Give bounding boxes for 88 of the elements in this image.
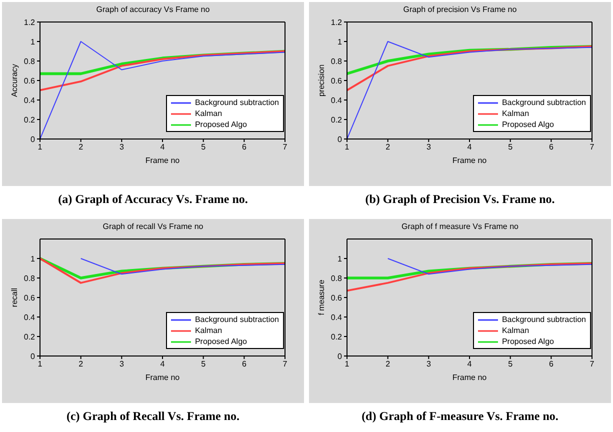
x-tick-label: 1 bbox=[344, 142, 350, 152]
y-tick-label: 0 bbox=[30, 134, 36, 144]
x-tick-label: 4 bbox=[160, 360, 166, 369]
y-tick-label: 0.4 bbox=[330, 312, 343, 322]
y-axis-title: precision bbox=[316, 64, 326, 97]
legend-label: Kalman bbox=[502, 326, 530, 336]
legend-label: Proposed Algo bbox=[194, 120, 247, 130]
x-axis-title: Frame no bbox=[452, 156, 488, 165]
x-tick-label: 6 bbox=[242, 142, 247, 152]
y-tick-label: 0.2 bbox=[24, 115, 36, 124]
legend-label: Background subtraction bbox=[194, 98, 279, 108]
y-tick-label: 0.2 bbox=[330, 332, 343, 342]
x-axis-title: Frame no bbox=[145, 156, 180, 165]
y-axis-title: recall bbox=[10, 288, 19, 308]
text: (b) Graph of Precision Vs. Frame no. bbox=[364, 192, 556, 207]
y-tick-label: 1 bbox=[338, 254, 343, 264]
y-tick-label: 0 bbox=[338, 352, 343, 361]
x-tick-label: 7 bbox=[590, 360, 595, 369]
x-tick-label: 2 bbox=[78, 142, 84, 152]
text: (c) Graph of Recall Vs. Frame no. bbox=[65, 409, 241, 424]
chart-title: Graph of f measure Vs Frame no bbox=[400, 222, 520, 232]
y-tick-label: 0.8 bbox=[24, 274, 36, 283]
x-tick-label: 2 bbox=[78, 360, 84, 369]
x-tick-label: 4 bbox=[467, 142, 472, 152]
x-tick-label: 3 bbox=[119, 360, 124, 369]
y-tick-label: 0.6 bbox=[24, 293, 36, 302]
line-series bbox=[387, 258, 592, 275]
x-tick-label: 6 bbox=[242, 360, 247, 369]
line-series bbox=[40, 258, 285, 284]
line-series bbox=[347, 45, 592, 92]
x-tick-label: 7 bbox=[282, 360, 288, 369]
x-tick-label: 1 bbox=[38, 360, 43, 369]
y-tick-label: 0.4 bbox=[24, 96, 36, 105]
legend-label: Kalman bbox=[194, 326, 222, 336]
y-tick-label: 0.6 bbox=[24, 76, 36, 86]
legend-label: Background subtraction bbox=[502, 314, 586, 324]
line-series bbox=[80, 258, 285, 275]
legend-label: Proposed Algo bbox=[502, 336, 554, 346]
x-tick-label: 2 bbox=[386, 360, 391, 369]
legend-label: Background subtraction bbox=[194, 314, 279, 324]
line-series bbox=[40, 50, 285, 92]
chart-title: Graph of accuracy Vs Frame no bbox=[95, 5, 211, 15]
x-tick-label: 6 bbox=[548, 142, 554, 152]
y-tick-label: 0.4 bbox=[24, 312, 36, 322]
y-tick-label: 1.2 bbox=[330, 18, 343, 27]
y-tick-label: 0.6 bbox=[330, 293, 343, 302]
y-tick-label: 0.2 bbox=[24, 332, 36, 342]
y-tick-label: 0.2 bbox=[330, 115, 343, 124]
y-tick-label: 0.6 bbox=[330, 76, 343, 86]
y-tick-label: 1.2 bbox=[24, 18, 36, 27]
x-tick-label: 4 bbox=[467, 360, 472, 369]
x-tick-label: 6 bbox=[548, 360, 554, 369]
legend-label: Proposed Algo bbox=[502, 120, 554, 130]
y-tick-label: 0.8 bbox=[330, 274, 343, 283]
x-axis-title: Frame no bbox=[145, 373, 180, 382]
y-axis-title: f measure bbox=[316, 279, 326, 316]
x-tick-label: 3 bbox=[426, 142, 432, 152]
x-tick-label: 5 bbox=[201, 142, 206, 152]
text: (d) Graph of F-measure Vs. Frame no. bbox=[360, 409, 560, 424]
x-tick-label: 4 bbox=[160, 142, 166, 152]
y-tick-label: 0 bbox=[338, 134, 343, 144]
x-tick-label: 7 bbox=[282, 142, 288, 152]
y-tick-label: 1 bbox=[338, 37, 343, 46]
y-tick-label: 0 bbox=[30, 352, 36, 361]
chart-title: Graph of recall Vs Frame no bbox=[102, 222, 204, 232]
x-tick-label: 5 bbox=[508, 142, 514, 152]
x-tick-label: 1 bbox=[344, 360, 350, 369]
y-tick-label: 1 bbox=[30, 254, 36, 264]
y-tick-label: 0.8 bbox=[24, 56, 36, 66]
x-tick-label: 5 bbox=[201, 360, 206, 369]
x-tick-label: 3 bbox=[119, 142, 124, 152]
y-tick-label: 1 bbox=[30, 37, 36, 46]
y-tick-label: 0.4 bbox=[330, 96, 343, 105]
x-tick-label: 5 bbox=[508, 360, 514, 369]
chart-title: Graph of precision Vs Frame no bbox=[402, 5, 518, 15]
x-tick-label: 3 bbox=[426, 360, 432, 369]
y-axis-title: Accuracy bbox=[10, 64, 19, 97]
y-tick-label: 0.8 bbox=[330, 56, 343, 66]
x-tick-label: 1 bbox=[38, 142, 43, 152]
legend-label: Proposed Algo bbox=[194, 336, 247, 346]
x-tick-label: 2 bbox=[386, 142, 391, 152]
x-axis-title: Frame no bbox=[452, 373, 488, 382]
legend-label: Kalman bbox=[502, 108, 530, 118]
legend-label: Kalman bbox=[194, 108, 222, 118]
text: (a) Graph of Accuracy Vs. Frame no. bbox=[57, 192, 249, 207]
x-tick-label: 7 bbox=[590, 142, 595, 152]
line-series bbox=[347, 262, 592, 292]
legend-label: Background subtraction bbox=[502, 98, 586, 108]
